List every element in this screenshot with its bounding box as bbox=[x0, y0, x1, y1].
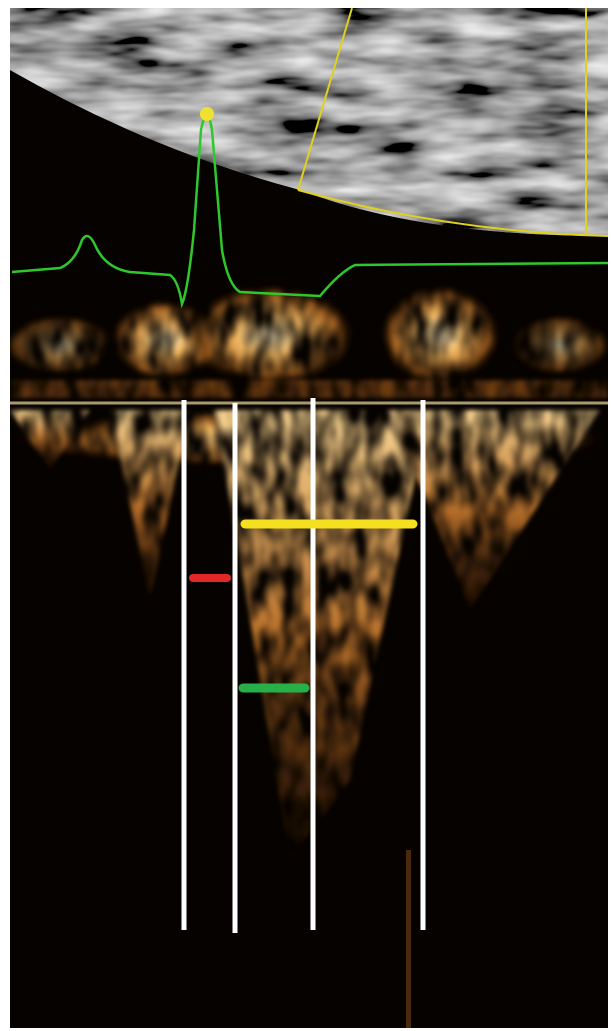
doppler-image bbox=[0, 0, 611, 1031]
ecg-marker bbox=[200, 107, 214, 121]
page bbox=[0, 0, 611, 1031]
